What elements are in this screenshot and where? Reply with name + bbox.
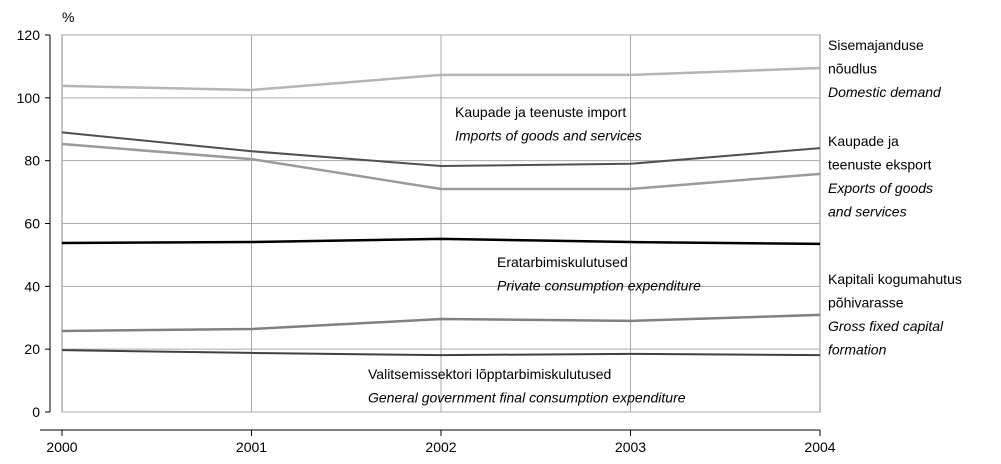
x-tick-label: 2000 (46, 439, 77, 455)
y-tick-label: 20 (24, 341, 40, 357)
y-tick-label: 60 (24, 216, 40, 232)
y-tick-label: 120 (17, 27, 41, 43)
y-unit: % (62, 9, 74, 25)
x-tick-label: 2001 (236, 439, 267, 455)
y-tick-label: 100 (17, 90, 41, 106)
series-label-en: formation (828, 342, 887, 358)
y-tick-label: 0 (32, 404, 40, 420)
series-label-en: Gross fixed capital (828, 318, 944, 334)
series-label-en: Exports of goods (828, 180, 933, 196)
series-label-en: Private consumption expenditure (497, 278, 701, 294)
series-label: Eratarbimiskulutused (497, 254, 628, 270)
x-tick-label: 2004 (804, 439, 835, 455)
series-label-en: Imports of goods and services (455, 128, 642, 144)
series-line (61, 131, 821, 168)
y-tick-label: 80 (24, 153, 40, 169)
series-line (61, 237, 821, 246)
series-label: Kaupade ja teenuste import (455, 104, 626, 120)
series-label: nõudlus (828, 61, 877, 77)
x-tick-label: 2002 (425, 439, 456, 455)
series-label-en: Domestic demand (828, 84, 942, 100)
series-label-en: and services (828, 204, 907, 220)
series-label: Kapitali kogumahutus (828, 271, 962, 287)
series-label: Kaupade ja (828, 133, 899, 149)
y-tick-label: 40 (24, 278, 40, 294)
series-label: põhivarasse (828, 295, 904, 311)
series-line (61, 313, 821, 333)
series-label: Sisemajanduse (828, 37, 924, 53)
x-tick-label: 2003 (615, 439, 646, 455)
series-line (61, 66, 821, 92)
series-line (61, 349, 821, 357)
series-label: Valitsemissektori lõpptarbimiskulutused (368, 366, 611, 382)
series-label-en: General government final consumption exp… (368, 390, 686, 406)
series-line (61, 142, 821, 191)
series-label: teenuste eksport (828, 157, 932, 173)
